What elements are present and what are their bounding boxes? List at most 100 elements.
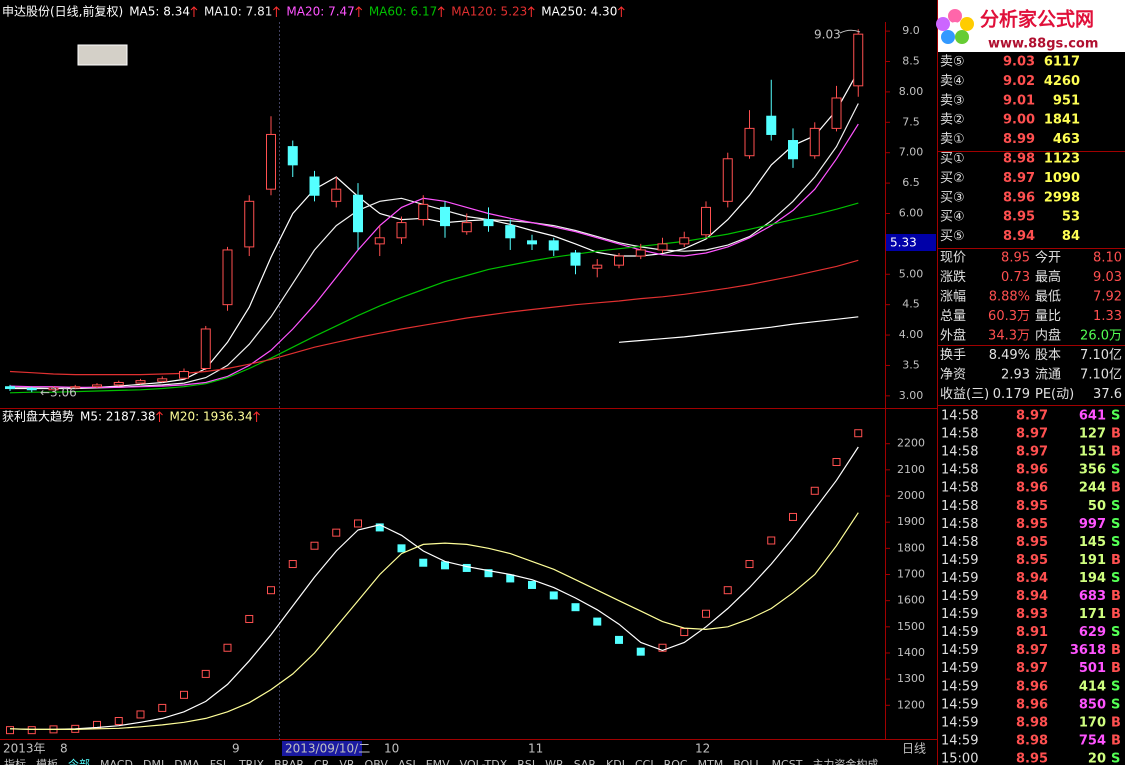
tab[interactable]: EMV — [426, 758, 450, 765]
tab[interactable]: SAR — [574, 758, 597, 765]
stat-value: 60.3万 — [988, 309, 1030, 324]
tab[interactable]: WR — [545, 758, 564, 765]
y-tick-label: 8.00 — [899, 85, 924, 98]
tab[interactable]: ROC — [664, 758, 688, 765]
trade-volume: 151 — [1079, 445, 1106, 460]
trade-volume: 127 — [1079, 427, 1106, 442]
trend-box — [723, 586, 732, 595]
tab[interactable]: CR — [314, 758, 330, 765]
y-tick-label: 5.00 — [899, 267, 924, 280]
trade-volume: 3618 — [1070, 643, 1106, 658]
tab[interactable]: DMI — [143, 758, 164, 765]
stat-value: 0.179 — [993, 387, 1030, 402]
up-arrow — [273, 6, 280, 17]
floating-box[interactable] — [77, 44, 128, 66]
tab[interactable]: 今部 — [68, 757, 90, 765]
trade-volume: 754 — [1079, 733, 1106, 748]
tab[interactable]: ASI — [398, 758, 416, 765]
trade-side: B — [1111, 733, 1121, 748]
tab[interactable]: 指标 — [4, 757, 26, 765]
tab[interactable]: BRAR — [274, 758, 304, 765]
tab[interactable]: KDJ — [606, 758, 625, 765]
trend-box — [354, 519, 362, 528]
trend-box — [114, 716, 123, 725]
trade-time: 15:00 — [941, 751, 978, 765]
trade-side: B — [1111, 715, 1121, 730]
trade-volume: 414 — [1079, 679, 1106, 694]
trade-price: 8.95 — [1016, 751, 1048, 765]
indicator-line — [9, 512, 859, 730]
y-tick-label: 4.5 — [902, 298, 920, 311]
trend-box — [310, 541, 319, 550]
x-label: 日线 — [902, 742, 926, 756]
candle-body — [48, 387, 59, 391]
candle-body — [179, 371, 189, 379]
legend-entry: MA10: 7.81 — [204, 5, 272, 19]
tab[interactable]: VR — [339, 758, 355, 765]
stat-value: 8.95 — [1001, 251, 1030, 266]
trend-box — [745, 560, 754, 569]
x-label: 10 — [384, 742, 399, 756]
up-arrow — [527, 6, 535, 17]
trade-price: 8.91 — [1016, 625, 1048, 640]
legend-entry: MA5: 8.34 — [129, 5, 190, 19]
tab[interactable]: MCST — [772, 758, 803, 765]
book-label: 买⑤ — [940, 229, 965, 244]
book-label: 买② — [940, 171, 965, 186]
candle-body — [570, 252, 581, 266]
trend-box — [223, 643, 232, 652]
tab[interactable]: DMA — [174, 758, 200, 765]
tab[interactable]: BOLL — [733, 758, 762, 765]
book-volume: 951 — [1053, 93, 1080, 108]
trend-box — [419, 558, 428, 567]
book-volume: 84 — [1062, 229, 1080, 244]
tab[interactable]: 主力资金构成 — [812, 757, 878, 765]
up-arrow — [355, 6, 363, 17]
trend-box — [680, 628, 689, 637]
stat-label: 收益(三) — [940, 387, 989, 402]
up-arrow — [617, 6, 625, 17]
trade-side: B — [1111, 427, 1121, 442]
trade-side: S — [1111, 571, 1120, 586]
tab[interactable]: 模板 — [36, 757, 58, 765]
candle-body — [831, 97, 842, 129]
y-tick-label: 6.5 — [902, 176, 920, 189]
trade-price: 8.97 — [1016, 661, 1048, 676]
tab[interactable]: CCI — [635, 758, 654, 765]
tab[interactable]: VOL-TDX — [460, 758, 508, 765]
y-tick-label: 1800 — [897, 541, 925, 554]
stat-value: 8.10 — [1093, 251, 1122, 266]
tab[interactable]: TRIX — [238, 758, 265, 765]
tab[interactable]: OBV — [365, 758, 389, 765]
book-price: 9.02 — [1003, 74, 1035, 89]
trend-box — [615, 635, 623, 644]
book-price: 9.01 — [1003, 93, 1035, 108]
candle-body — [548, 240, 559, 251]
logo-flower — [936, 9, 974, 44]
tab[interactable]: RSI — [517, 758, 535, 765]
trade-side: B — [1111, 445, 1121, 460]
trend-box — [810, 486, 819, 495]
book-price: 8.99 — [1003, 132, 1035, 147]
candle-body — [440, 206, 450, 227]
trend-box — [702, 609, 710, 618]
book-price: 8.96 — [1003, 190, 1035, 205]
trade-time: 14:59 — [941, 553, 978, 568]
tab[interactable]: MACD — [100, 758, 133, 765]
legend-entry: MA250: 4.30 — [541, 5, 617, 19]
book-volume: 1090 — [1044, 171, 1080, 186]
y-tick-label: 2000 — [897, 489, 925, 502]
y-tick-label: 7.5 — [902, 115, 920, 128]
stat-label: 外盘 — [940, 328, 966, 344]
trend-box — [397, 544, 406, 553]
indicator-line — [618, 316, 859, 343]
tab[interactable]: MTM — [698, 758, 724, 765]
tab[interactable]: FSL — [210, 758, 230, 765]
book-volume: 1841 — [1044, 113, 1080, 128]
y-tick-label: 1700 — [897, 567, 925, 580]
x-label: 12 — [695, 742, 710, 756]
candle-body — [374, 237, 385, 245]
trade-volume: 244 — [1079, 481, 1106, 496]
candle-body — [679, 237, 690, 245]
trend-box — [288, 560, 297, 569]
